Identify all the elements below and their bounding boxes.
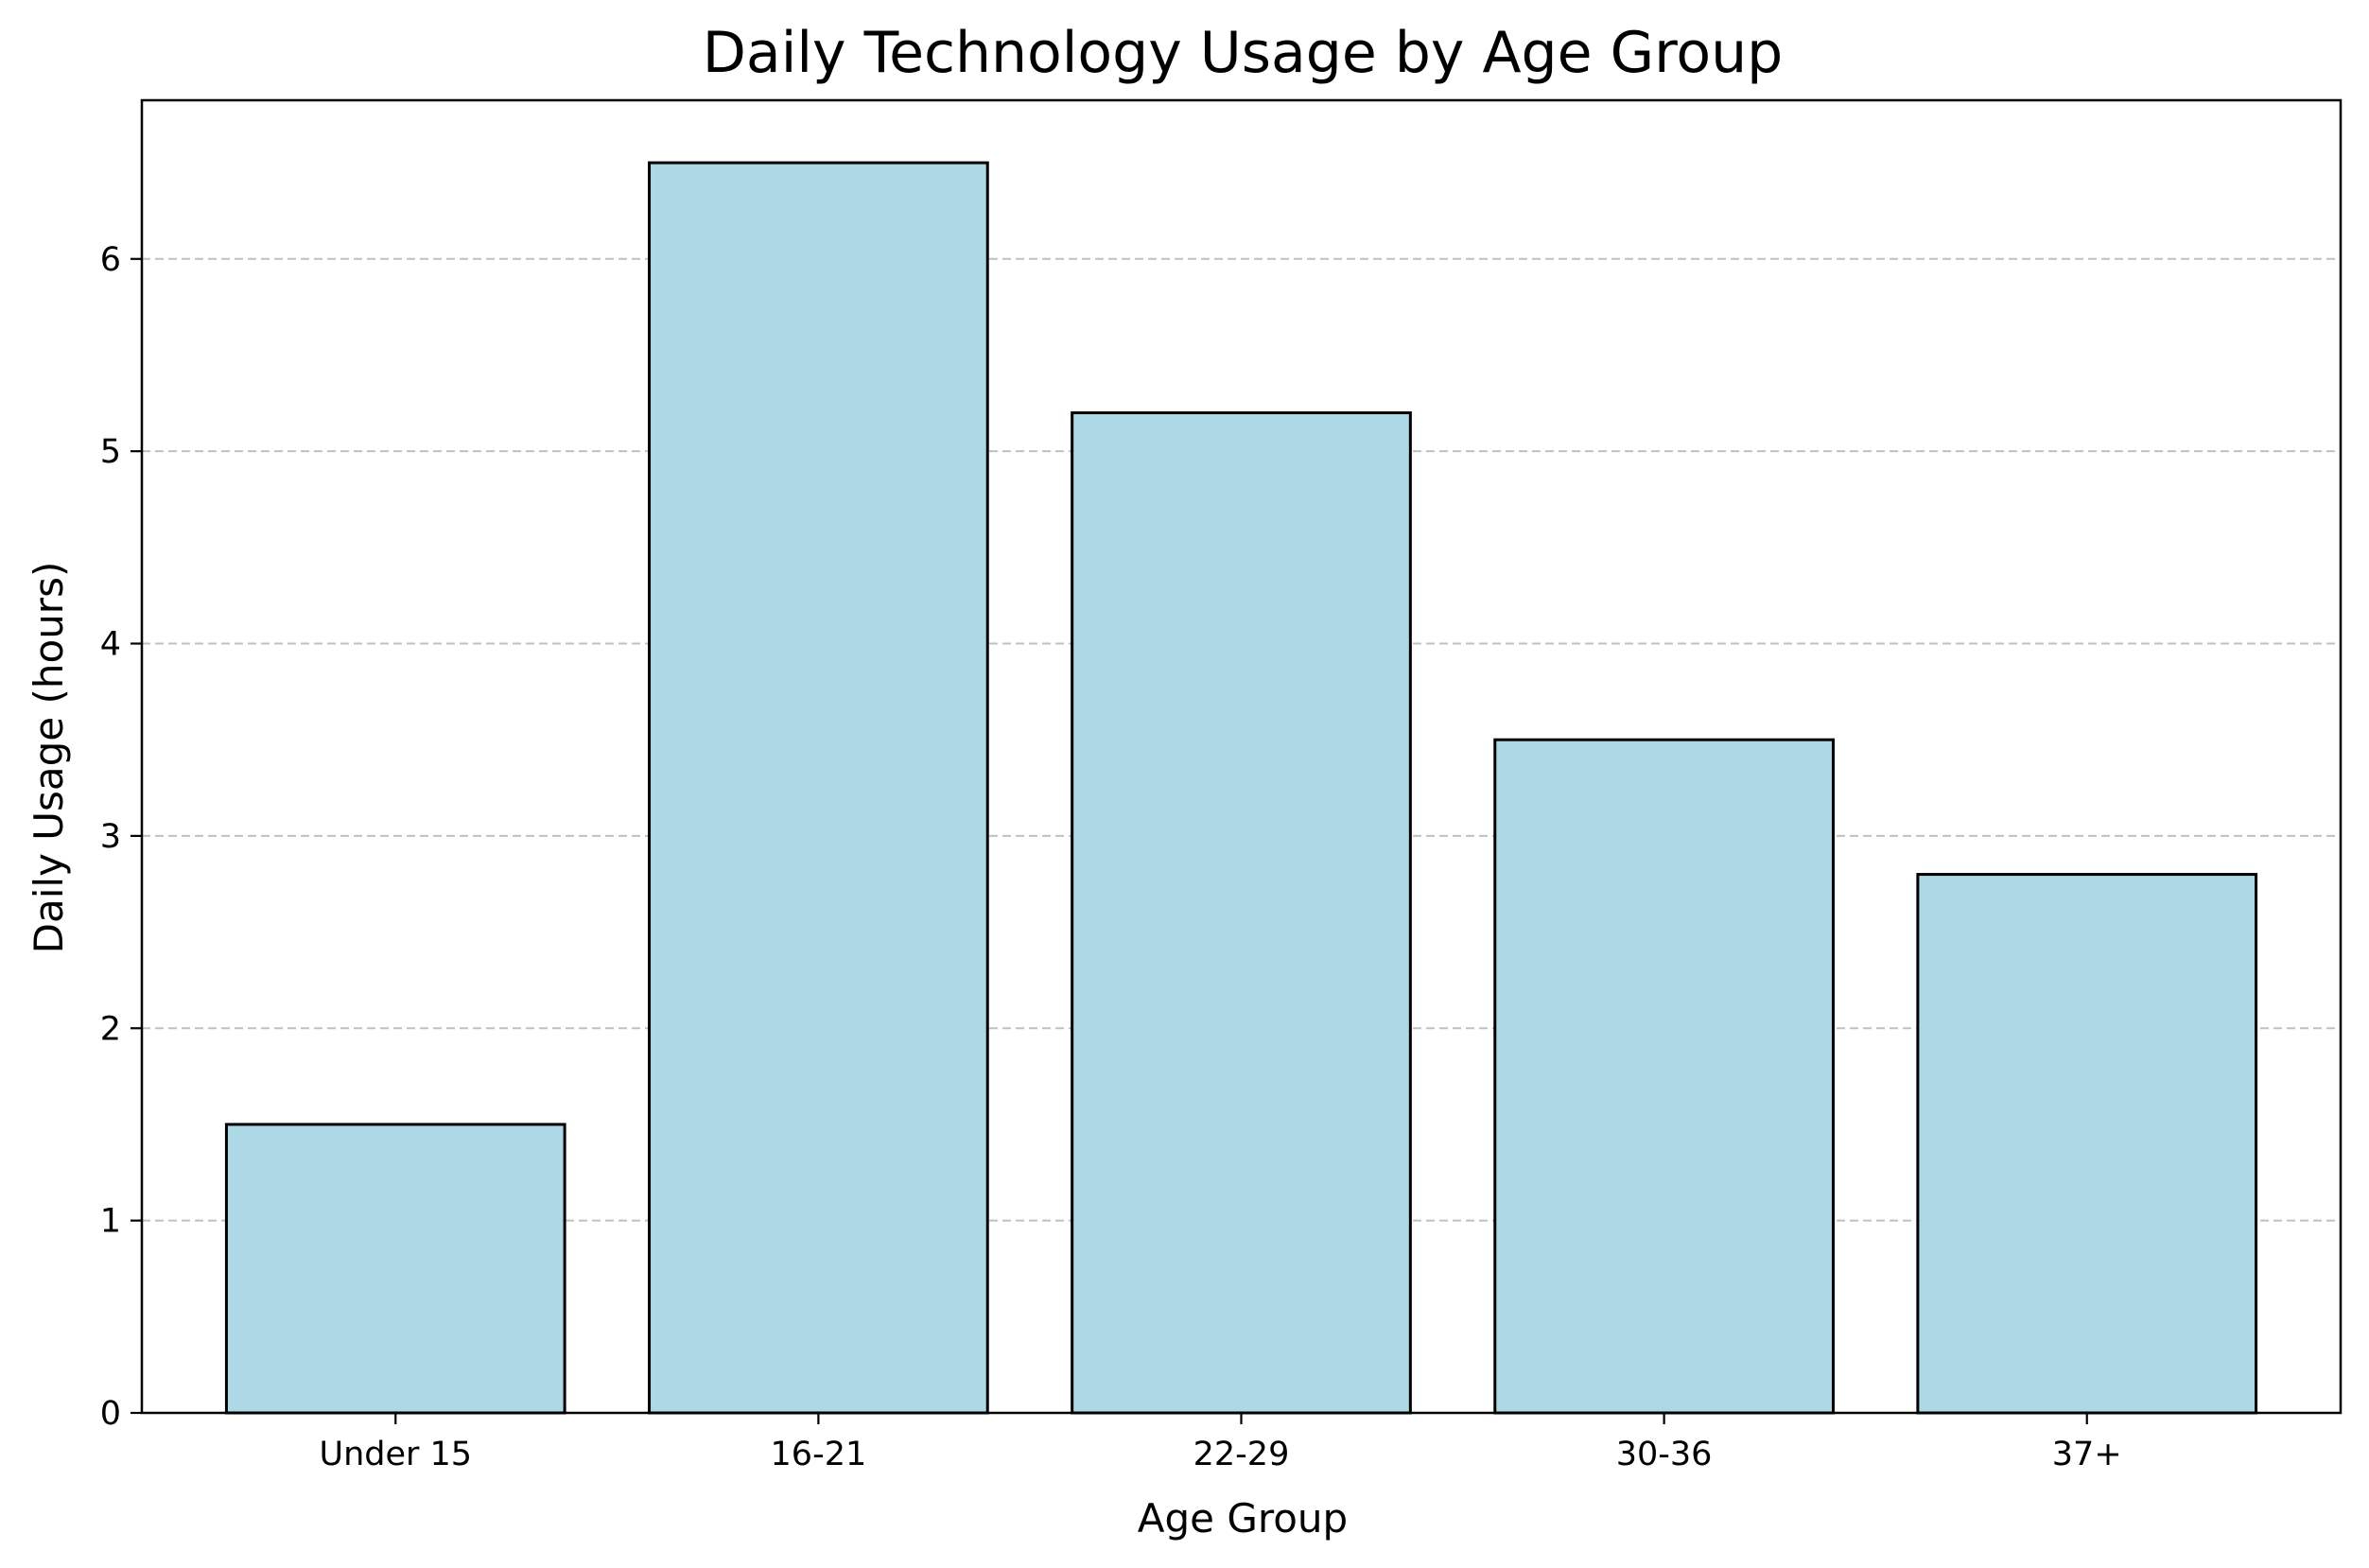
x-tick-label: 16-21	[771, 1436, 867, 1473]
chart-title: Daily Technology Usage by Age Group	[703, 20, 1784, 86]
y-tick-label: 3	[100, 818, 121, 856]
x-tick-label: 30-36	[1616, 1436, 1713, 1473]
y-tick-label: 2	[100, 1010, 121, 1048]
y-tick-label: 0	[100, 1395, 121, 1433]
bars	[224, 161, 2258, 1415]
bar-22-29	[1071, 410, 1412, 1415]
x-axis-label: Age Group	[1138, 1495, 1348, 1542]
y-tick-label: 4	[100, 626, 121, 664]
x-tick-label: Under 15	[319, 1436, 472, 1473]
y-axis-label: Daily Usage (hours)	[26, 562, 72, 954]
y-tick-label: 5	[100, 433, 121, 471]
bar-under-15	[224, 1123, 566, 1415]
x-tick-label: 22-29	[1193, 1436, 1290, 1473]
ticks: 0 1 2 3 4 5 6 Under 15 16-21 22-29 30-36 37+	[100, 241, 2122, 1473]
bar-30-36	[1493, 738, 1835, 1415]
y-tick-label: 1	[100, 1203, 121, 1241]
x-tick-label: 37+	[2052, 1436, 2122, 1473]
y-tick-label: 6	[100, 241, 121, 279]
bar-16-21	[648, 161, 989, 1415]
bar-37-	[1916, 873, 2258, 1415]
